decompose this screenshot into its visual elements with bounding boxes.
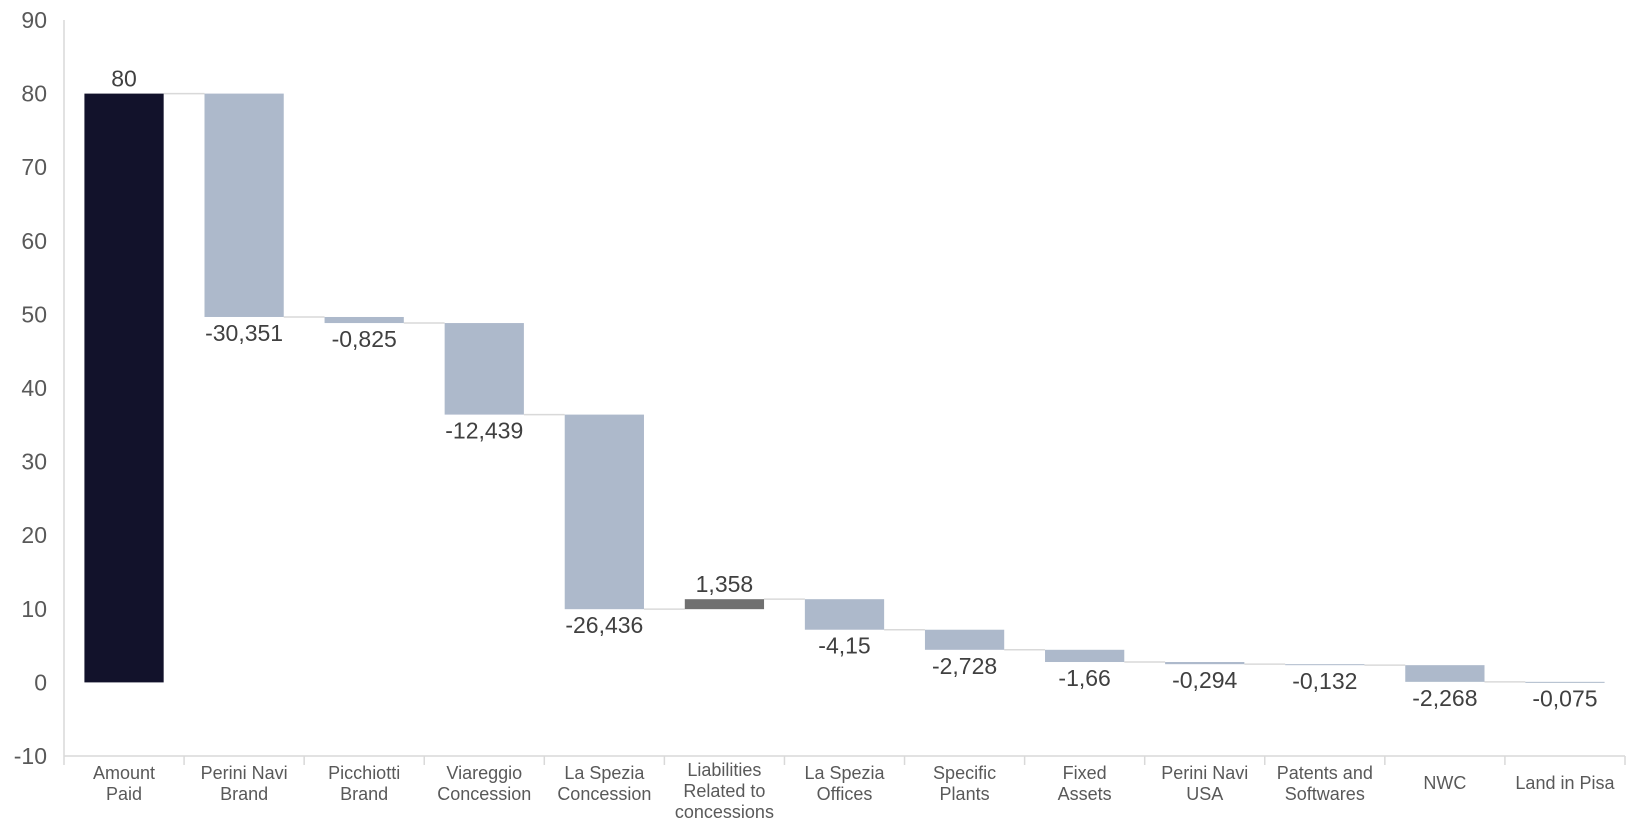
data-label: -26,436 <box>565 612 643 638</box>
y-tick-label: 60 <box>21 228 47 254</box>
data-label: -1,66 <box>1058 665 1110 691</box>
data-label: -0,132 <box>1292 668 1357 694</box>
bar-increase <box>684 599 765 610</box>
axes <box>63 20 1626 765</box>
bar-decrease <box>204 93 284 317</box>
connector-lines <box>163 92 1526 683</box>
y-tick-label: 0 <box>34 669 47 695</box>
bars <box>84 93 1605 683</box>
category-label: Land in Pisa <box>1515 773 1615 793</box>
y-tick-label: 50 <box>21 301 47 327</box>
data-label: 80 <box>111 66 137 92</box>
bar-decrease <box>1525 681 1605 683</box>
y-tick-label: 30 <box>21 449 47 475</box>
bar-decrease <box>1045 649 1125 663</box>
data-label: -0,825 <box>332 326 397 352</box>
y-tick-label: 20 <box>21 522 47 548</box>
data-label: -2,268 <box>1412 685 1477 711</box>
y-axis-tick-labels: -10 0 10 20 30 40 50 60 70 80 90 <box>14 7 47 769</box>
y-tick-label: -10 <box>14 743 47 769</box>
bar-total <box>84 93 164 683</box>
y-tick-label: 10 <box>21 596 47 622</box>
bar-decrease <box>1165 662 1245 665</box>
category-label: Liabilities Related to concessions <box>675 760 774 822</box>
data-label: -0,075 <box>1532 685 1597 711</box>
category-label: Amount Paid <box>93 763 155 804</box>
bar-decrease <box>564 414 644 610</box>
category-label: La Spezia Offices <box>804 763 885 804</box>
category-label: Patents and Softwares <box>1277 763 1373 804</box>
category-label: Viareggio Concession <box>437 763 531 804</box>
data-label: -0,294 <box>1172 667 1237 693</box>
y-tick-label: 40 <box>21 375 47 401</box>
y-tick-label: 80 <box>21 81 47 107</box>
data-label: -12,439 <box>445 418 523 444</box>
bar-decrease <box>444 323 524 415</box>
category-label: NWC <box>1423 773 1466 793</box>
data-label: -4,15 <box>818 633 870 659</box>
bar-decrease <box>924 629 1005 650</box>
data-label: -30,351 <box>205 320 283 346</box>
bar-decrease <box>804 599 885 630</box>
bar-decrease <box>324 316 404 324</box>
data-label: 1,358 <box>696 571 754 597</box>
data-labels: 80 -30,351 -0,825 -12,439 -26,436 1,358 -4,15 -… <box>111 66 1597 712</box>
category-label: Perini Navi Brand <box>201 763 288 804</box>
bar-decrease <box>1285 664 1365 666</box>
y-tick-label: 70 <box>21 154 47 180</box>
data-label: -2,728 <box>932 653 997 679</box>
x-axis-category-labels: Amount Paid Perini Navi Brand Picchiotti Bran… <box>93 760 1615 822</box>
category-label: Fixed Assets <box>1058 763 1112 804</box>
category-label: Picchiotti Brand <box>328 763 400 804</box>
bar-decrease <box>1405 665 1485 682</box>
y-tick-label: 90 <box>21 7 47 33</box>
category-label: Perini Navi USA <box>1161 763 1248 804</box>
category-label: Specific Plants <box>933 763 996 804</box>
category-label: La Spezia Concession <box>557 763 651 804</box>
